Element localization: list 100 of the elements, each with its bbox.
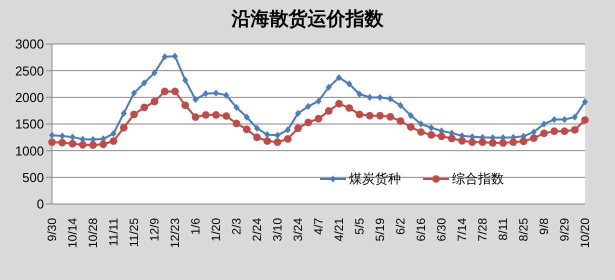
x-tick-label: 5/19 (373, 218, 387, 242)
point (120, 110, 127, 117)
x-tick-label: 12/23 (168, 218, 182, 248)
point (244, 114, 250, 121)
point (305, 102, 312, 110)
point (274, 132, 280, 139)
x-tick-label: 2/24 (250, 218, 264, 242)
point (152, 69, 158, 76)
x-tick-label: 6/30 (434, 218, 448, 242)
point (212, 111, 220, 119)
point (551, 116, 558, 123)
y-tick-label: 2500 (15, 63, 44, 78)
point (295, 110, 301, 117)
point (581, 116, 589, 124)
point (356, 90, 362, 98)
x-tick-label: 8/25 (516, 218, 530, 242)
point (428, 124, 434, 132)
y-tick-label: 3000 (15, 36, 44, 52)
point (417, 128, 425, 136)
y-tick-label: 0 (36, 196, 44, 212)
point (110, 130, 116, 138)
x-tick-label: 9/29 (558, 218, 572, 242)
point (335, 100, 343, 108)
point (406, 123, 415, 131)
point (458, 137, 466, 145)
point (530, 128, 537, 136)
point (263, 137, 272, 145)
point (336, 74, 342, 82)
point (387, 95, 394, 102)
point (326, 84, 332, 91)
x-tick-label: 11/11 (106, 218, 120, 246)
point (59, 132, 66, 140)
x-tick-label: 10/14 (66, 218, 80, 248)
x-tick-label: 5/5 (352, 218, 366, 235)
point (222, 112, 230, 120)
x-tick-label: 3/24 (291, 218, 305, 242)
x-tick-label: 6/16 (414, 218, 428, 242)
y-tick-label: 2000 (15, 90, 44, 105)
point (120, 124, 128, 132)
point (68, 140, 76, 148)
x-tick-label: 1/6 (188, 218, 202, 235)
point (242, 126, 251, 134)
point (141, 79, 148, 86)
x-tick-label: 9/8 (537, 218, 551, 235)
point (234, 104, 240, 111)
x-tick-label: 6/2 (394, 218, 408, 235)
point (254, 124, 260, 132)
point (499, 139, 507, 147)
point (223, 92, 230, 99)
point (377, 94, 383, 101)
x-tick-label: 8/11 (496, 218, 510, 240)
point (478, 138, 486, 146)
point (304, 118, 312, 126)
point (131, 90, 137, 97)
point (346, 80, 352, 88)
x-tick-label: 10/28 (86, 218, 100, 248)
point (418, 120, 424, 128)
point (345, 104, 354, 112)
x-tick-label: 9/30 (45, 218, 59, 242)
point (570, 126, 579, 134)
point (294, 124, 302, 132)
point (232, 120, 240, 128)
point (356, 110, 364, 118)
point (408, 112, 414, 119)
point (284, 126, 291, 134)
point (488, 139, 497, 147)
point (316, 98, 322, 105)
point (520, 138, 528, 146)
x-tick-label: 12/9 (148, 218, 162, 242)
y-tick-label: 1500 (15, 116, 44, 132)
point (366, 112, 374, 120)
point (396, 117, 404, 125)
point (560, 127, 568, 135)
legend-label: 综合指数 (452, 170, 504, 188)
point (48, 138, 56, 146)
point (181, 102, 190, 110)
point (192, 113, 200, 121)
x-tick-label: 4/7 (312, 218, 326, 235)
point (110, 137, 118, 145)
point (398, 102, 404, 109)
x-tick-label: 7/14 (455, 218, 469, 242)
x-tick-label: 1/20 (209, 218, 223, 242)
x-tick-label: 10/20 (578, 218, 592, 248)
point (264, 131, 270, 138)
point (438, 132, 446, 140)
point (172, 52, 178, 60)
point (89, 141, 97, 149)
point (530, 134, 538, 142)
point (324, 107, 333, 115)
point (366, 94, 373, 101)
y-tick-label: 500 (22, 170, 44, 185)
point (130, 110, 138, 118)
point (99, 140, 108, 148)
point (386, 113, 394, 121)
point (202, 90, 209, 98)
point (150, 98, 158, 106)
point (49, 132, 55, 139)
point (284, 135, 292, 143)
point (448, 134, 456, 142)
point (572, 114, 578, 121)
